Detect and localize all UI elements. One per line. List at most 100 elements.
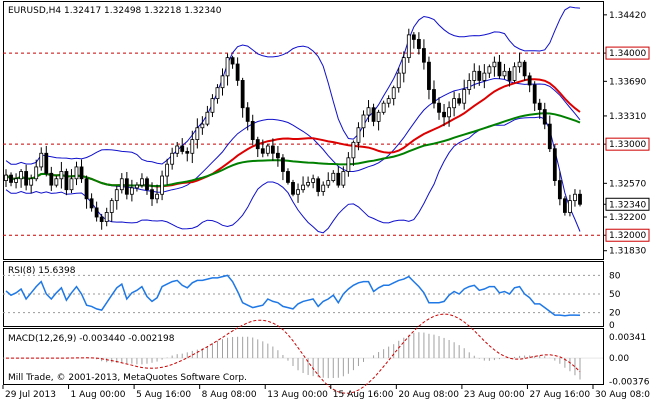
level-price-tag	[605, 137, 650, 151]
candle-body	[557, 180, 562, 200]
candle-body	[29, 178, 34, 186]
candle-body	[291, 182, 295, 195]
candle-body	[391, 87, 396, 100]
y-tick-label: 1.32340	[609, 200, 646, 210]
candle-body	[462, 89, 467, 104]
candle-body	[135, 184, 139, 189]
ma-green-line	[5, 112, 581, 188]
candle-body	[94, 207, 99, 218]
candle-body	[190, 139, 195, 154]
candle-body	[406, 34, 411, 59]
candle-body	[467, 80, 472, 90]
candle-body	[124, 178, 129, 195]
candle-body	[155, 193, 159, 200]
y-tick-label: 1.32000	[609, 231, 646, 241]
candle-body	[573, 193, 577, 202]
rsi-y-tick-label: 20	[609, 309, 621, 319]
candle-body	[442, 111, 446, 118]
candle-body	[114, 189, 119, 202]
candle-body	[346, 157, 351, 172]
candle-body	[4, 174, 8, 181]
x-tick-label: 13 Aug 00:00	[267, 390, 328, 400]
candle-body	[452, 98, 457, 109]
candle-body	[552, 148, 557, 181]
x-tick-label: 20 Aug 08:00	[398, 390, 459, 400]
y-tick-label: 1.32570	[609, 179, 646, 189]
candle-body	[326, 180, 331, 186]
y-tick-label: 1.33690	[609, 77, 646, 87]
candle-body	[356, 127, 361, 143]
candle-body	[427, 61, 431, 90]
candle-body	[507, 70, 512, 81]
candle-body	[185, 151, 190, 154]
macd-signal-line	[6, 313, 581, 394]
candle-body	[255, 139, 260, 150]
candle-body	[235, 63, 240, 81]
candle-body	[170, 152, 175, 165]
y-tick-label: 1.32200	[609, 213, 646, 223]
candle-body	[311, 178, 316, 183]
candle-body	[99, 216, 104, 222]
candle-body	[401, 57, 406, 74]
candle-body	[104, 212, 109, 222]
current-price-tag	[605, 197, 650, 211]
x-tick-label: 23 Aug 00:00	[464, 390, 525, 400]
candle-body	[245, 107, 250, 122]
rsi-y-tick-label: 50	[609, 290, 621, 300]
candle-body	[195, 127, 200, 141]
candle-body	[477, 70, 482, 81]
candle-body	[568, 200, 572, 213]
candle-body	[34, 166, 39, 180]
copyright-text: Mill Trade, © 2001-2013, MetaQuotes Soft…	[8, 373, 247, 383]
candle-body	[517, 61, 522, 68]
candle-body	[371, 107, 376, 122]
candle-body	[129, 187, 134, 195]
candle-body	[79, 166, 84, 180]
candle-body	[230, 57, 235, 65]
candle-body	[447, 107, 451, 118]
candle-body	[416, 39, 421, 49]
candle-body	[54, 178, 59, 186]
candle-body	[542, 109, 547, 125]
candle-body	[527, 75, 532, 86]
y-tick-label: 1.33000	[609, 140, 646, 150]
candle-body	[44, 152, 49, 174]
candle-body	[275, 152, 280, 159]
candle-body	[472, 70, 477, 81]
x-tick-label: 8 Aug 08:00	[202, 390, 257, 400]
x-tick-label: 27 Aug 16:00	[529, 390, 590, 400]
candle-body	[14, 178, 18, 183]
candle-body	[306, 182, 311, 186]
candle-body	[39, 152, 44, 168]
x-tick-label: 5 Aug 16:00	[136, 390, 191, 400]
macd-panel	[3, 328, 604, 385]
candle-body	[366, 107, 371, 116]
candle-body	[437, 102, 441, 113]
candle-body	[140, 178, 144, 186]
y-tick-label: 1.33310	[609, 112, 646, 122]
macd-header: MACD(12,26,9) -0.003440 -0.002198	[8, 334, 175, 344]
candle-body	[331, 172, 336, 181]
candle-body	[422, 48, 426, 63]
candle-body	[497, 61, 502, 77]
x-tick-label: 30 Aug 08:00	[595, 390, 650, 400]
macd-y-tick-label: -0.003767	[609, 378, 650, 388]
candle-body	[89, 198, 94, 209]
bollinger-upper	[5, 6, 581, 165]
level-price-tag	[605, 228, 650, 242]
candle-body	[522, 61, 527, 77]
candle-body	[9, 174, 13, 183]
candle-body	[286, 171, 290, 183]
candle-body	[547, 123, 552, 150]
candle-body	[396, 72, 401, 89]
candle-body	[316, 178, 321, 192]
candle-body	[432, 89, 436, 104]
rsi-y-tick-label: 80	[609, 271, 621, 281]
candle-body	[351, 141, 356, 159]
candle-body	[386, 98, 391, 104]
candle-body	[59, 171, 64, 180]
candle-body	[109, 200, 114, 213]
candle-body	[341, 171, 346, 186]
candle-body	[119, 178, 124, 191]
